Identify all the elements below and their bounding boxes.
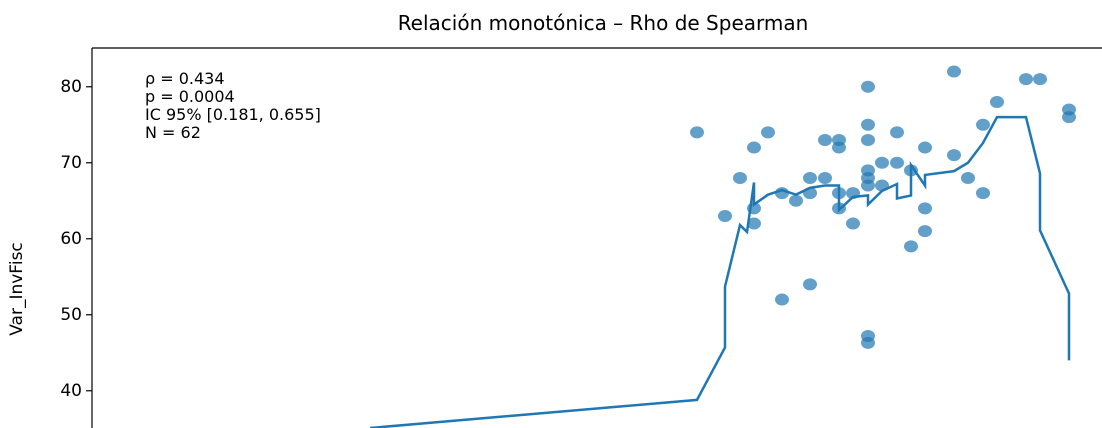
point: [718, 209, 732, 222]
y-tick-label: 60: [60, 229, 82, 249]
point: [803, 171, 817, 184]
point: [775, 293, 789, 306]
point: [1033, 73, 1047, 86]
point: [947, 149, 961, 162]
point: [947, 65, 961, 78]
point: [747, 217, 761, 230]
point: [918, 141, 932, 154]
point: [861, 118, 875, 131]
point: [918, 202, 932, 215]
chart-title: Relación monotónica – Rho de Spearman: [398, 11, 809, 35]
point: [890, 156, 904, 169]
point: [890, 126, 904, 139]
y-axis-label: Var_InvFisc: [7, 242, 27, 336]
point: [976, 187, 990, 200]
point: [918, 225, 932, 238]
point: [904, 240, 918, 253]
point: [733, 171, 747, 184]
point: [832, 141, 846, 154]
point: [789, 194, 803, 207]
point: [990, 95, 1004, 108]
y-tick-label: 80: [60, 77, 82, 97]
point: [1019, 73, 1033, 86]
point: [818, 133, 832, 146]
trend-line: [369, 115, 1071, 428]
point: [961, 171, 975, 184]
point: [861, 179, 875, 192]
point: [846, 217, 860, 230]
point: [803, 278, 817, 291]
y-tick-label: 40: [60, 381, 82, 401]
point: [861, 133, 875, 146]
point: [1062, 111, 1076, 124]
annotation-line: N = 62: [145, 123, 201, 142]
point: [690, 126, 704, 139]
y-tick-label: 50: [60, 305, 82, 325]
y-tick-label: 70: [60, 153, 82, 173]
point: [861, 80, 875, 93]
annotation-line: p = 0.0004: [145, 87, 235, 106]
point: [747, 141, 761, 154]
annotation-line: ρ = 0.434: [145, 69, 225, 88]
point: [818, 171, 832, 184]
point: [875, 156, 889, 169]
point: [761, 126, 775, 139]
point: [976, 118, 990, 131]
point: [861, 336, 875, 349]
annotation-line: IC 95% [0.181, 0.655]: [145, 105, 321, 124]
